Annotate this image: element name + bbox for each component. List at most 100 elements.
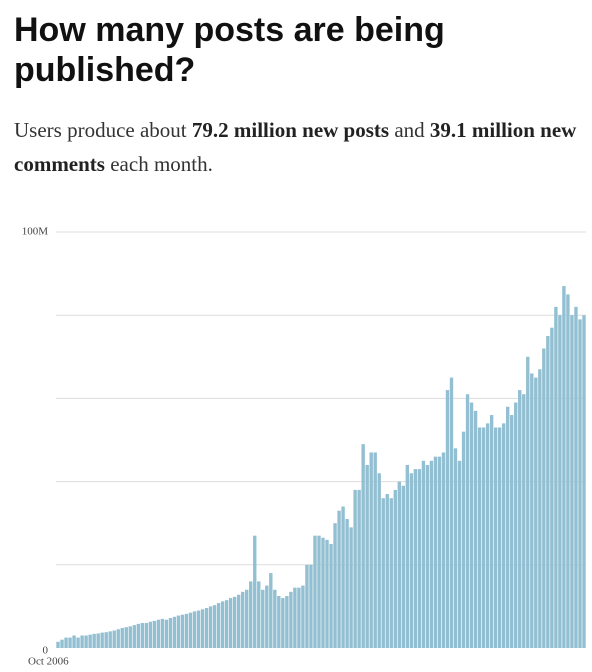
subtitle-text: each month. bbox=[104, 152, 213, 176]
bar bbox=[534, 377, 538, 648]
bar bbox=[188, 612, 193, 648]
bar bbox=[84, 635, 88, 648]
bar bbox=[510, 415, 514, 648]
bar bbox=[445, 390, 450, 648]
bar bbox=[393, 489, 397, 648]
bar bbox=[273, 589, 277, 648]
bar bbox=[120, 628, 124, 648]
bar bbox=[56, 641, 60, 648]
bar bbox=[401, 485, 405, 648]
bar bbox=[554, 306, 558, 648]
bar bbox=[453, 448, 458, 648]
bar bbox=[100, 632, 104, 648]
y-tick-label: 0 bbox=[43, 645, 49, 657]
bar bbox=[381, 498, 385, 648]
bar bbox=[421, 460, 426, 648]
bar bbox=[473, 410, 478, 648]
bar bbox=[92, 633, 96, 648]
bar bbox=[132, 625, 136, 648]
y-tick-label: 100M bbox=[22, 226, 49, 238]
bar bbox=[148, 621, 153, 648]
bar bbox=[301, 585, 305, 648]
bar bbox=[425, 464, 430, 648]
bar bbox=[60, 639, 64, 648]
subtitle-text: and bbox=[389, 118, 430, 142]
bar bbox=[361, 444, 365, 648]
bar bbox=[124, 627, 128, 648]
bar bbox=[413, 469, 418, 648]
bar bbox=[228, 598, 233, 648]
bar bbox=[333, 523, 337, 648]
bar bbox=[578, 319, 582, 648]
bar bbox=[457, 460, 462, 648]
subtitle-text: Users produce about bbox=[14, 118, 192, 142]
bar bbox=[562, 286, 566, 648]
bar bbox=[196, 610, 201, 648]
bar bbox=[261, 589, 265, 648]
bar bbox=[570, 315, 574, 648]
bar bbox=[574, 306, 578, 648]
bar bbox=[506, 406, 510, 648]
bar bbox=[365, 464, 369, 648]
bar bbox=[265, 585, 269, 648]
bar bbox=[241, 591, 245, 648]
bar bbox=[104, 632, 108, 648]
x-tick-label: Oct 2006 bbox=[28, 656, 69, 668]
bar bbox=[237, 594, 241, 648]
bar bbox=[582, 315, 586, 648]
bar bbox=[437, 456, 442, 648]
bar bbox=[88, 634, 92, 648]
bar bbox=[409, 473, 414, 648]
bar bbox=[309, 564, 313, 648]
bar bbox=[184, 613, 189, 648]
bar bbox=[249, 581, 253, 648]
bar bbox=[285, 596, 289, 648]
bar bbox=[224, 600, 229, 648]
bar bbox=[485, 423, 490, 648]
bar bbox=[433, 456, 438, 648]
bar bbox=[538, 369, 542, 648]
bar bbox=[477, 427, 482, 648]
bar bbox=[289, 591, 293, 648]
bar bbox=[253, 535, 257, 648]
bar bbox=[140, 623, 145, 648]
bar bbox=[128, 626, 132, 648]
bar bbox=[441, 452, 446, 648]
bar bbox=[558, 315, 562, 648]
bar bbox=[526, 356, 530, 648]
bar bbox=[192, 611, 197, 648]
subtitle-bold: 79.2 million new posts bbox=[191, 118, 390, 142]
bar bbox=[72, 635, 76, 648]
bar bbox=[245, 589, 249, 648]
subtitle-bold: 39.1 million new comments bbox=[14, 118, 577, 176]
bar bbox=[281, 598, 285, 648]
bar bbox=[96, 633, 100, 648]
bar bbox=[80, 635, 84, 648]
bar bbox=[200, 609, 205, 648]
bar bbox=[497, 427, 502, 648]
bar bbox=[493, 427, 498, 648]
bar bbox=[514, 402, 518, 648]
bar bbox=[329, 544, 333, 648]
bar bbox=[64, 637, 68, 648]
bar bbox=[208, 606, 213, 648]
bar bbox=[465, 394, 470, 648]
bar bbox=[530, 373, 534, 648]
bar bbox=[220, 601, 225, 648]
bar bbox=[550, 327, 554, 648]
bar bbox=[232, 596, 237, 648]
bar bbox=[461, 431, 466, 648]
title: How many posts are being published? bbox=[14, 11, 445, 89]
bar bbox=[546, 336, 550, 648]
bar bbox=[305, 564, 309, 648]
bar bbox=[68, 637, 72, 648]
bar bbox=[345, 519, 349, 648]
bar bbox=[277, 596, 281, 648]
bar bbox=[357, 489, 361, 648]
bar bbox=[204, 608, 209, 648]
bar bbox=[317, 535, 321, 648]
bar bbox=[377, 473, 381, 648]
bar bbox=[168, 618, 173, 648]
